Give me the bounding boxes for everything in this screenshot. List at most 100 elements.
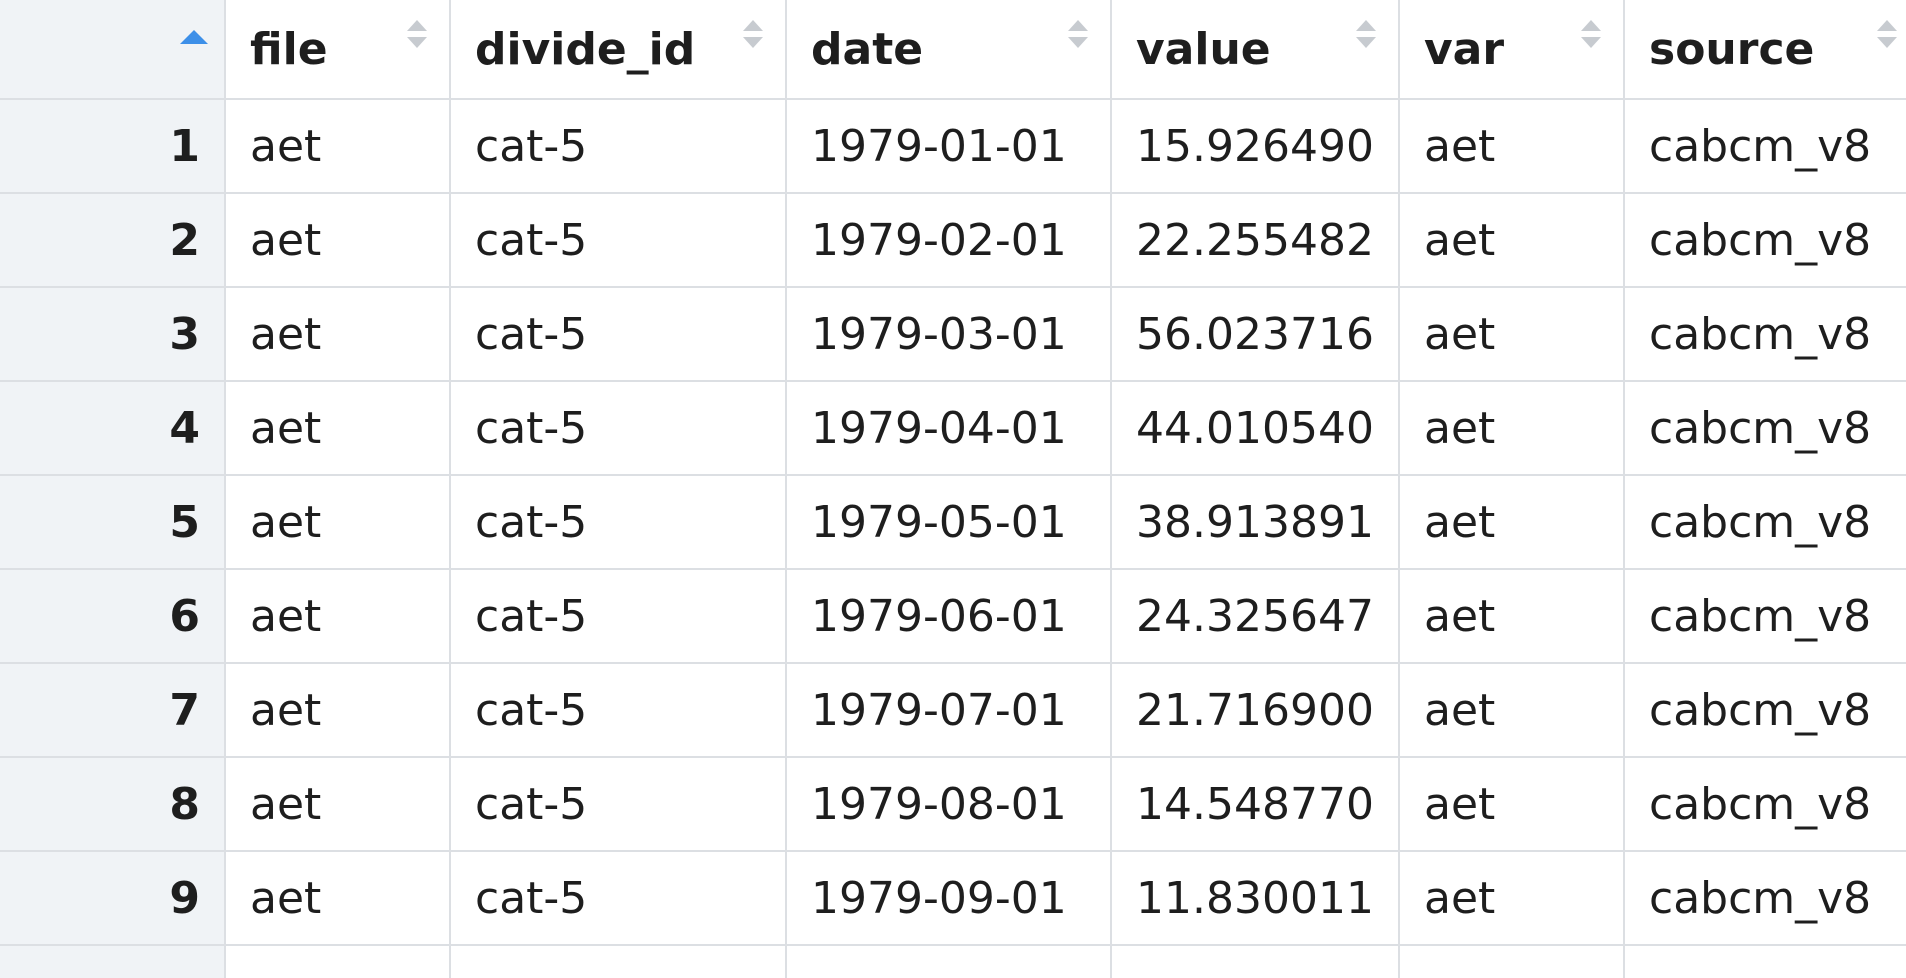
cell-value: 15.926490 [1110, 98, 1400, 194]
cell-divide-id: cat-5 [449, 286, 787, 382]
sort-toggle-icon[interactable] [1581, 20, 1601, 60]
cell-var: aet [1398, 380, 1625, 476]
row-number: 3 [0, 286, 226, 382]
row-number: 6 [0, 568, 226, 664]
column-header-label: var [1424, 23, 1505, 75]
cell-divide-id [449, 944, 787, 978]
cell-value: 24.325647 [1110, 568, 1400, 664]
cell-value: 14.548770 [1110, 756, 1400, 852]
table-row: 5 aet cat-5 1979-05-01 38.913891 aet cabcm_v8 [0, 474, 1906, 570]
header-row: file divide_id date value var [0, 0, 1906, 100]
cell-file: aet [224, 662, 451, 758]
table-row: 2 aet cat-5 1979-02-01 22.255482 aet cabcm_v8 [0, 192, 1906, 288]
column-header-label: divide_id [475, 23, 696, 75]
cell-value: 22.255482 [1110, 192, 1400, 288]
cell-file: aet [224, 380, 451, 476]
cell-source: cabcm_v8 [1623, 474, 1906, 570]
sort-ascending-icon[interactable] [180, 30, 208, 44]
cell-file: aet [224, 756, 451, 852]
column-header-label: source [1649, 23, 1815, 75]
cell-date: 1979-01-01 [785, 98, 1112, 194]
row-number: 8 [0, 756, 226, 852]
cell-var [1398, 944, 1625, 978]
row-number-header[interactable] [0, 0, 226, 100]
cell-value [1110, 944, 1400, 978]
cell-file: aet [224, 474, 451, 570]
cell-divide-id: cat-5 [449, 474, 787, 570]
cell-date: 1979-03-01 [785, 286, 1112, 382]
cell-date: 1979-09-01 [785, 850, 1112, 946]
cell-source: cabcm_v8 [1623, 850, 1906, 946]
cell-value: 11.830011 [1110, 850, 1400, 946]
cell-file: aet [224, 568, 451, 664]
column-header-file[interactable]: file [224, 0, 451, 100]
cell-var: aet [1398, 756, 1625, 852]
row-number: 4 [0, 380, 226, 476]
cell-var: aet [1398, 98, 1625, 194]
cell-source: cabcm_v8 [1623, 380, 1906, 476]
cell-value: 38.913891 [1110, 474, 1400, 570]
table-row: 7 aet cat-5 1979-07-01 21.716900 aet cabcm_v8 [0, 662, 1906, 758]
table-row [0, 944, 1906, 978]
cell-var: aet [1398, 662, 1625, 758]
cell-date: 1979-07-01 [785, 662, 1112, 758]
table-row: 3 aet cat-5 1979-03-01 56.023716 aet cabcm_v8 [0, 286, 1906, 382]
cell-file: aet [224, 286, 451, 382]
sort-toggle-icon[interactable] [1068, 20, 1088, 60]
cell-var: aet [1398, 286, 1625, 382]
cell-date [785, 944, 1112, 978]
row-number [0, 944, 226, 978]
cell-date: 1979-05-01 [785, 474, 1112, 570]
table-row: 6 aet cat-5 1979-06-01 24.325647 aet cabcm_v8 [0, 568, 1906, 664]
cell-var: aet [1398, 850, 1625, 946]
cell-file: aet [224, 98, 451, 194]
table-row: 8 aet cat-5 1979-08-01 14.548770 aet cabcm_v8 [0, 756, 1906, 852]
column-header-divide-id[interactable]: divide_id [449, 0, 787, 100]
cell-value: 21.716900 [1110, 662, 1400, 758]
cell-var: aet [1398, 192, 1625, 288]
cell-date: 1979-08-01 [785, 756, 1112, 852]
cell-source: cabcm_v8 [1623, 98, 1906, 194]
cell-source: cabcm_v8 [1623, 568, 1906, 664]
cell-file [224, 944, 451, 978]
row-number: 2 [0, 192, 226, 288]
sort-toggle-icon[interactable] [743, 20, 763, 60]
row-number: 7 [0, 662, 226, 758]
column-header-var[interactable]: var [1398, 0, 1625, 100]
cell-divide-id: cat-5 [449, 98, 787, 194]
cell-value: 44.010540 [1110, 380, 1400, 476]
cell-var: aet [1398, 568, 1625, 664]
cell-source: cabcm_v8 [1623, 192, 1906, 288]
cell-date: 1979-04-01 [785, 380, 1112, 476]
column-header-label: date [811, 23, 924, 75]
cell-divide-id: cat-5 [449, 568, 787, 664]
cell-date: 1979-02-01 [785, 192, 1112, 288]
cell-source [1623, 944, 1906, 978]
sort-toggle-icon[interactable] [1877, 20, 1897, 60]
cell-source: cabcm_v8 [1623, 286, 1906, 382]
sort-toggle-icon[interactable] [407, 20, 427, 60]
column-header-date[interactable]: date [785, 0, 1112, 100]
column-header-source[interactable]: source [1623, 0, 1906, 100]
row-number: 1 [0, 98, 226, 194]
cell-divide-id: cat-5 [449, 756, 787, 852]
column-header-value[interactable]: value [1110, 0, 1400, 100]
cell-file: aet [224, 850, 451, 946]
table-row: 4 aet cat-5 1979-04-01 44.010540 aet cabcm_v8 [0, 380, 1906, 476]
cell-file: aet [224, 192, 451, 288]
table-row: 9 aet cat-5 1979-09-01 11.830011 aet cabcm_v8 [0, 850, 1906, 946]
cell-divide-id: cat-5 [449, 850, 787, 946]
cell-value: 56.023716 [1110, 286, 1400, 382]
row-number: 5 [0, 474, 226, 570]
cell-divide-id: cat-5 [449, 192, 787, 288]
sort-toggle-icon[interactable] [1356, 20, 1376, 60]
column-header-label: file [250, 23, 328, 75]
cell-divide-id: cat-5 [449, 380, 787, 476]
cell-source: cabcm_v8 [1623, 662, 1906, 758]
cell-source: cabcm_v8 [1623, 756, 1906, 852]
table-row: 1 aet cat-5 1979-01-01 15.926490 aet cabcm_v8 [0, 98, 1906, 194]
column-header-label: value [1136, 23, 1271, 75]
cell-divide-id: cat-5 [449, 662, 787, 758]
